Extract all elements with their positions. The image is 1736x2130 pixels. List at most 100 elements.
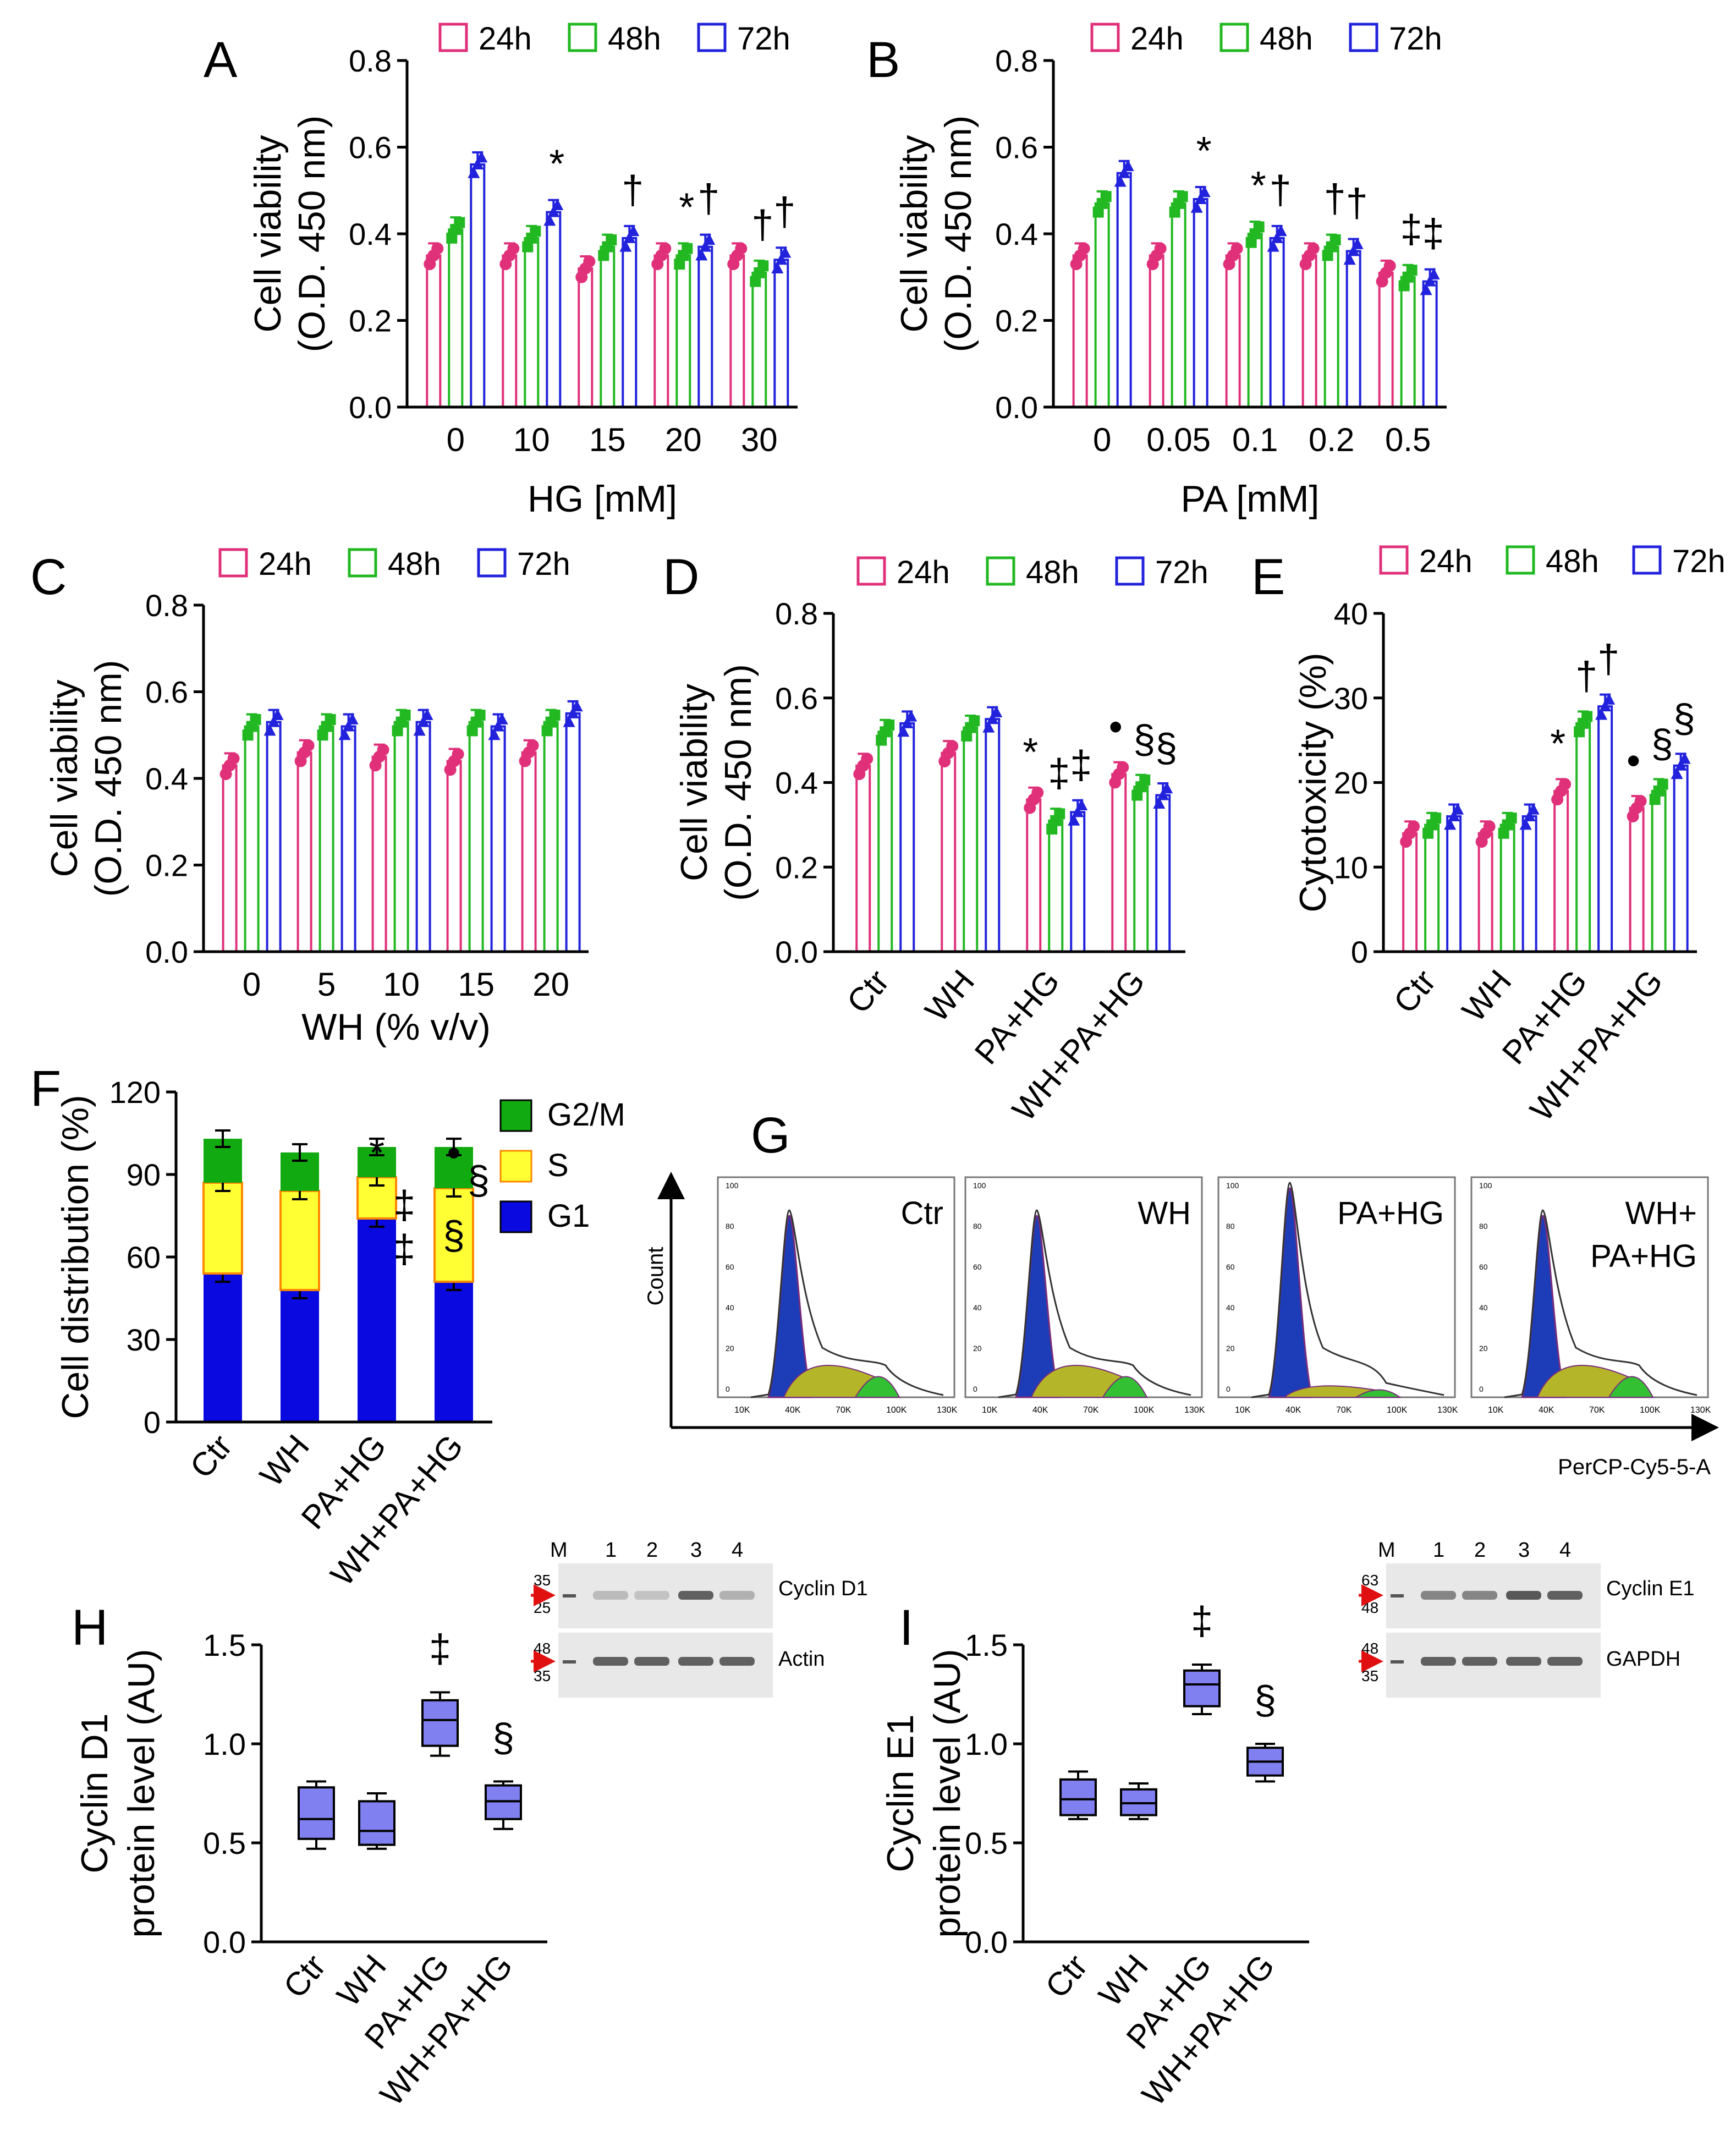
flow-x-tick: 70K <box>836 1406 851 1415</box>
data-point <box>1100 191 1112 202</box>
data-point <box>1157 788 1169 800</box>
y-axis-title: Cell viability <box>43 680 85 877</box>
data-point <box>1634 795 1647 808</box>
x-tick-label: 15 <box>458 966 495 1003</box>
y-tick-label: 0.8 <box>775 596 818 631</box>
data-point <box>598 250 609 261</box>
legend-label-48h: 48h <box>1026 555 1079 590</box>
histogram-2: 0 20 40 60 80 100 10K 40K 70K 100K 130K PA+HG <box>1217 1176 1458 1415</box>
bar-72h <box>985 718 1001 953</box>
legend-label-72h: 72h <box>1672 544 1726 579</box>
flow-y-tick: 20 <box>1226 1344 1235 1353</box>
box <box>1059 1778 1097 1816</box>
data-point <box>471 158 484 169</box>
protein-band <box>678 1591 713 1600</box>
box <box>1183 1669 1221 1708</box>
bar-48h <box>543 721 559 953</box>
data-point <box>757 260 769 272</box>
y-tick-label: 0.0 <box>145 935 188 969</box>
bar-48h <box>1400 276 1416 408</box>
histogram-0: 0 20 40 60 80 100 10K 40K 70K 100K 130K Ctr <box>717 1176 958 1415</box>
g2m-phase <box>1102 1376 1148 1398</box>
histogram-label: PA+HG <box>1590 1238 1697 1274</box>
significance-mark: ‡ <box>1191 1599 1213 1643</box>
data-point <box>695 249 708 261</box>
significance-mark: § <box>492 1716 514 1760</box>
data-point <box>1177 191 1188 202</box>
significance-mark: • <box>1109 705 1123 749</box>
y-tick-label: 30 <box>1334 681 1368 716</box>
y-tick-label: 0.5 <box>965 1826 1008 1860</box>
significance-mark: * <box>1550 722 1565 766</box>
x-tick-label: Ctr <box>1038 1947 1095 2005</box>
protein-band <box>593 1657 628 1666</box>
flow-y-tick: 80 <box>973 1222 982 1231</box>
bar-72h <box>697 245 713 408</box>
data-point <box>1307 242 1320 255</box>
y-tick-label: 0.0 <box>995 390 1038 425</box>
flow-x-label: PerCP-Cy5-5-A <box>1558 1455 1711 1479</box>
data-point <box>1444 818 1457 830</box>
y-axis-title: Cell viability <box>893 135 935 333</box>
data-point <box>990 705 1003 717</box>
x-tick-label: 0 <box>447 421 465 458</box>
data-point <box>413 724 426 736</box>
data-point <box>338 728 351 740</box>
data-point <box>750 276 761 287</box>
significance-mark: § <box>443 1214 465 1258</box>
x-tick-label: 0.2 <box>1309 421 1354 458</box>
bar-48h <box>963 726 979 953</box>
bar-24h <box>371 755 387 953</box>
x-tick-label: 0 <box>1093 421 1111 458</box>
x-tick-label: 30 <box>741 421 778 458</box>
significance-mark: § <box>1155 726 1177 770</box>
flow-y-tick: 0 <box>973 1385 977 1393</box>
flow-y-tick: 40 <box>973 1303 982 1312</box>
data-point <box>530 226 541 237</box>
bar-24h <box>729 254 745 408</box>
data-point <box>496 712 508 724</box>
x-tick-label: 20 <box>532 966 569 1003</box>
protein-band <box>1506 1591 1541 1600</box>
bar-48h <box>468 721 484 953</box>
significance-mark: † <box>1597 638 1619 682</box>
y-axis-title: Cell distribution (%) <box>54 1095 96 1419</box>
bar-48h <box>244 725 260 953</box>
flow-x-tick: 10K <box>1488 1406 1504 1415</box>
y-tick-label: 1.0 <box>203 1727 246 1761</box>
data-point <box>1420 283 1432 295</box>
legend-label-24h: 24h <box>1130 21 1184 57</box>
blot-label-bottom: Actin <box>778 1648 825 1671</box>
flow-y-label: Count <box>644 1247 668 1306</box>
data-point <box>570 700 583 712</box>
data-point <box>969 715 980 727</box>
data-point <box>549 710 561 721</box>
legend-swatch-24h <box>1090 23 1120 52</box>
flow-y-tick: 100 <box>973 1181 986 1190</box>
data-point <box>466 725 478 737</box>
blot-label-top: Cyclin E1 <box>1606 1577 1695 1600</box>
significance-mark: ‡ <box>393 1183 415 1227</box>
panel-letter: C <box>30 549 67 605</box>
data-point <box>1649 794 1661 805</box>
data-point <box>1343 253 1356 265</box>
bar-48h <box>675 254 691 408</box>
data-point <box>271 709 284 721</box>
y-tick-label: 1.5 <box>203 1628 246 1662</box>
data-point <box>1114 175 1127 187</box>
bar-72h <box>1521 815 1537 953</box>
flow-x-tick: 100K <box>1640 1406 1661 1415</box>
significance-mark: † <box>697 177 719 221</box>
data-point <box>905 710 918 722</box>
legend-label-24h: 24h <box>259 546 312 582</box>
data-point <box>1169 206 1180 218</box>
data-point <box>1161 782 1173 794</box>
data-point <box>627 224 640 237</box>
western-blot-2: M 1 2 3 4 63 48 48 35 Cyclin E1 GAPDH <box>1359 1539 1695 1698</box>
flow-y-tick: 80 <box>726 1222 734 1231</box>
bar-48h <box>1048 819 1064 953</box>
legend-swatch-24h <box>438 23 468 52</box>
x-tick-label: Ctr <box>183 1428 239 1485</box>
legend-swatch-48h <box>348 548 377 578</box>
bar-24h <box>1026 798 1042 953</box>
